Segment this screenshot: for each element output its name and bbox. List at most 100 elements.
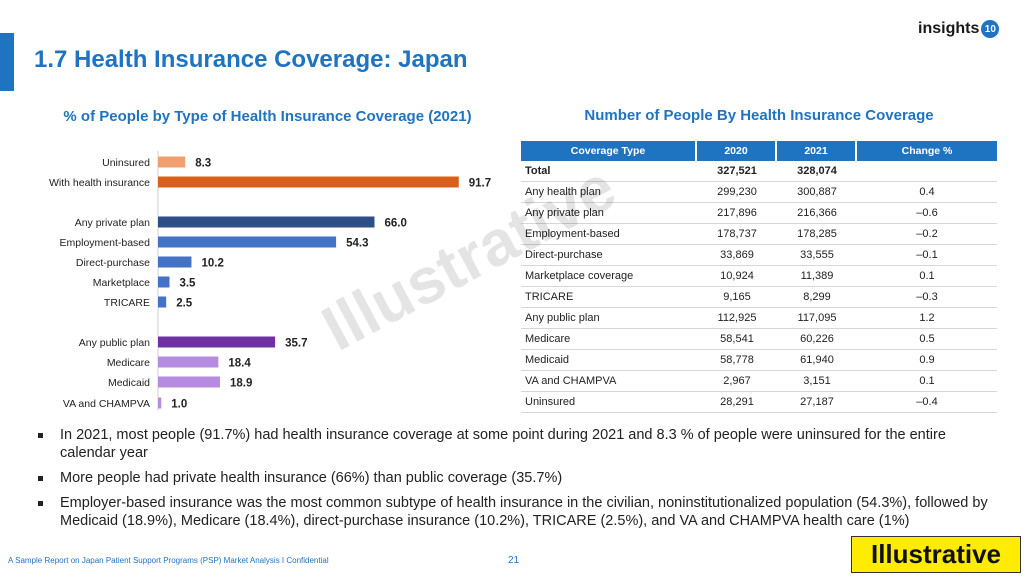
bullet-item: In 2021, most people (91.7%) had health … bbox=[38, 426, 998, 462]
bullet-item: Employer-based insurance was the most co… bbox=[38, 494, 998, 530]
cell-2021: 61,940 bbox=[777, 350, 857, 371]
footer-text: A Sample Report on Japan Patient Support… bbox=[8, 556, 329, 565]
cell-change: 0.1 bbox=[857, 266, 997, 287]
bullet-item: More people had private health insurance… bbox=[38, 469, 998, 487]
data-label: 8.3 bbox=[195, 158, 211, 170]
category-label: Medicare bbox=[107, 357, 150, 369]
cell-coverage-type: Any private plan bbox=[521, 203, 697, 224]
col-header-2021: 2021 bbox=[777, 141, 857, 161]
cell-change: 0.5 bbox=[857, 329, 997, 350]
cell-change: 0.9 bbox=[857, 350, 997, 371]
cell-change: 0.1 bbox=[857, 371, 997, 392]
cell-change: –0.2 bbox=[857, 224, 997, 245]
category-label: Uninsured bbox=[102, 157, 150, 169]
cell-2021: 11,389 bbox=[777, 266, 857, 287]
category-label: TRICARE bbox=[104, 297, 150, 309]
data-label: 66.0 bbox=[384, 218, 406, 230]
bar bbox=[158, 276, 170, 288]
cell-2021: 216,366 bbox=[777, 203, 857, 224]
category-label: Any private plan bbox=[75, 217, 150, 229]
cell-2020: 33,869 bbox=[697, 245, 777, 266]
cell-coverage-type: TRICARE bbox=[521, 287, 697, 308]
cell-change: –0.6 bbox=[857, 203, 997, 224]
col-header-coverage-type: Coverage Type bbox=[521, 141, 697, 161]
cell-2020: 10,924 bbox=[697, 266, 777, 287]
cell-2020: 9,165 bbox=[697, 287, 777, 308]
bullet-square-icon bbox=[38, 433, 43, 438]
cell-2021: 27,187 bbox=[777, 392, 857, 413]
cell-2021: 178,285 bbox=[777, 224, 857, 245]
table-row: TRICARE 9,165 8,299 –0.3 bbox=[521, 287, 997, 308]
bar bbox=[158, 336, 276, 348]
logo-text: insights bbox=[918, 20, 980, 37]
cell-coverage-type: Medicaid bbox=[521, 350, 697, 371]
cell-2020: 58,541 bbox=[697, 329, 777, 350]
data-label: 18.9 bbox=[230, 378, 252, 390]
logo-badge: 10 bbox=[981, 20, 1000, 38]
cell-2021: 8,299 bbox=[777, 287, 857, 308]
cell-2021: 60,226 bbox=[777, 329, 857, 350]
category-label: Marketplace bbox=[93, 277, 150, 289]
data-label: 35.7 bbox=[285, 338, 307, 350]
cell-2020: 299,230 bbox=[697, 182, 777, 203]
table-row: Total 327,521 328,074 bbox=[521, 161, 997, 182]
table-row: Medicaid 58,778 61,940 0.9 bbox=[521, 350, 997, 371]
bar bbox=[158, 376, 220, 388]
table-header-row: Coverage Type 2020 2021 Change % bbox=[521, 141, 997, 161]
bar bbox=[158, 176, 459, 188]
data-label: 3.5 bbox=[179, 278, 196, 290]
chart-title: % of People by Type of Health Insurance … bbox=[63, 108, 472, 125]
cell-coverage-type: Medicare bbox=[521, 329, 697, 350]
cell-coverage-type: Direct-purchase bbox=[521, 245, 697, 266]
data-label: 2.5 bbox=[176, 298, 193, 310]
col-header-2020: 2020 bbox=[697, 141, 777, 161]
coverage-table: Coverage Type 2020 2021 Change % Total 32… bbox=[521, 141, 997, 413]
cell-change: –0.4 bbox=[857, 392, 997, 413]
cell-change: –0.3 bbox=[857, 287, 997, 308]
cell-coverage-type: Any health plan bbox=[521, 182, 697, 203]
data-label: 1.0 bbox=[171, 399, 187, 411]
category-label: Medicaid bbox=[108, 377, 150, 389]
table-row: Uninsured 28,291 27,187 –0.4 bbox=[521, 392, 997, 413]
bullet-text: Employer-based insurance was the most co… bbox=[60, 495, 988, 529]
cell-change: 1.2 bbox=[857, 308, 997, 329]
cell-change: 0.4 bbox=[857, 182, 997, 203]
cell-coverage-type: Uninsured bbox=[521, 392, 697, 413]
cell-2020: 217,896 bbox=[697, 203, 777, 224]
category-label: Any public plan bbox=[79, 337, 150, 349]
bar bbox=[158, 236, 337, 248]
table-row: Marketplace coverage 10,924 11,389 0.1 bbox=[521, 266, 997, 287]
table-row: Any public plan 112,925 117,095 1.2 bbox=[521, 308, 997, 329]
cell-2020: 58,778 bbox=[697, 350, 777, 371]
cell-2020: 2,967 bbox=[697, 371, 777, 392]
cell-2021: 3,151 bbox=[777, 371, 857, 392]
bullet-text: More people had private health insurance… bbox=[60, 470, 563, 486]
table-row: Any private plan 217,896 216,366 –0.6 bbox=[521, 203, 997, 224]
cell-2021: 328,074 bbox=[777, 161, 857, 182]
cell-2021: 300,887 bbox=[777, 182, 857, 203]
col-header-change: Change % bbox=[857, 141, 997, 161]
data-label: 54.3 bbox=[346, 238, 368, 250]
bar bbox=[158, 356, 219, 368]
table-row: Medicare 58,541 60,226 0.5 bbox=[521, 329, 997, 350]
bar bbox=[158, 216, 375, 228]
title-accent-bar bbox=[0, 33, 14, 91]
cell-coverage-type: Any public plan bbox=[521, 308, 697, 329]
table-title: Number of People By Health Insurance Cov… bbox=[584, 107, 934, 124]
table-row: Any health plan 299,230 300,887 0.4 bbox=[521, 182, 997, 203]
cell-2020: 112,925 bbox=[697, 308, 777, 329]
cell-2021: 117,095 bbox=[777, 308, 857, 329]
category-label: VA and CHAMPVA bbox=[63, 398, 150, 410]
table-row: Direct-purchase 33,869 33,555 –0.1 bbox=[521, 245, 997, 266]
category-label: With health insurance bbox=[49, 177, 150, 189]
table-row: VA and CHAMPVA 2,967 3,151 0.1 bbox=[521, 371, 997, 392]
bar bbox=[158, 256, 192, 268]
data-label: 91.7 bbox=[469, 178, 491, 190]
bar bbox=[158, 296, 167, 308]
coverage-bar-chart: Uninsured 8.3 With health insurance 91.7 Any… bbox=[49, 151, 491, 411]
bar bbox=[158, 397, 162, 409]
cell-change bbox=[857, 161, 997, 182]
category-label: Employment-based bbox=[60, 237, 151, 249]
page-number: 21 bbox=[508, 555, 520, 566]
cell-2020: 178,737 bbox=[697, 224, 777, 245]
